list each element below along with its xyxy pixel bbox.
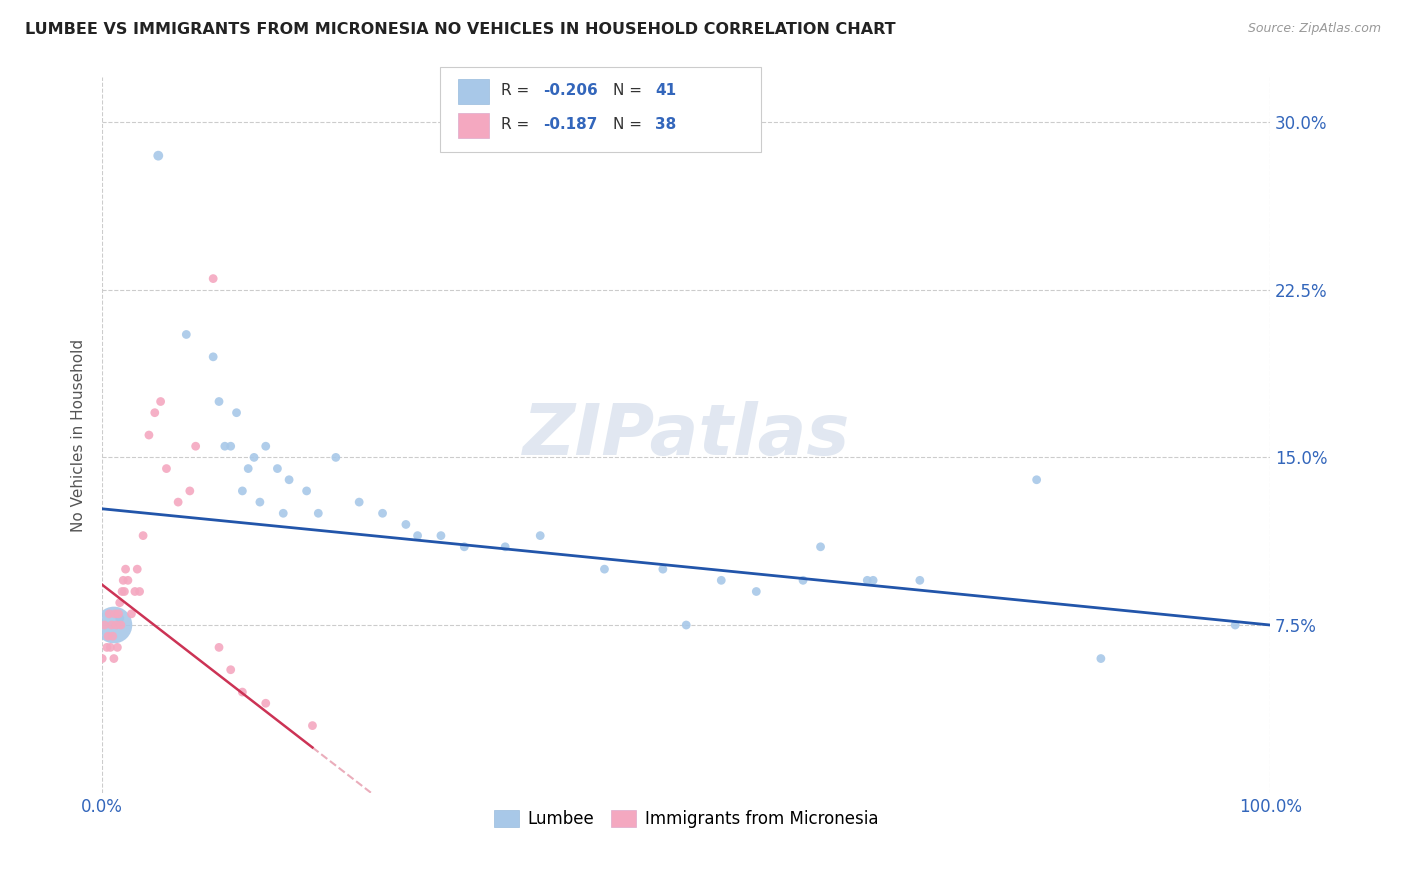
Text: Source: ZipAtlas.com: Source: ZipAtlas.com [1247,22,1381,36]
Point [266,461,288,475]
Point [249,495,271,509]
Legend: Lumbee, Immigrants from Micronesia: Lumbee, Immigrants from Micronesia [488,803,884,834]
Point [184,439,207,453]
Point [347,495,370,509]
Point [93,618,115,632]
Point [108,611,131,625]
Point [792,574,814,588]
Text: -0.206: -0.206 [543,84,598,98]
Point [810,540,832,554]
Point [103,618,125,632]
Text: R =: R = [501,84,534,98]
Point [149,394,172,409]
Point [529,528,551,542]
Point [406,528,429,542]
Point [325,450,347,465]
Point [127,562,149,576]
Point [710,574,733,588]
Point [132,528,155,542]
Point [155,461,177,475]
Point [219,439,242,453]
Point [104,607,127,621]
Text: -0.187: -0.187 [543,118,598,132]
Point [105,618,128,632]
Point [278,473,301,487]
Point [214,439,236,453]
Point [91,651,114,665]
Y-axis label: No Vehicles in Household: No Vehicles in Household [72,338,86,532]
Point [143,406,166,420]
Point [110,618,132,632]
Point [107,607,129,621]
Point [745,584,768,599]
Point [593,562,616,576]
Point [494,540,516,554]
Point [100,618,122,632]
Point [98,607,121,621]
Point [124,584,146,599]
Point [675,618,697,632]
Point [307,506,329,520]
Point [97,629,120,643]
Point [254,696,277,710]
Point [371,506,394,520]
Point [271,506,294,520]
Point [112,584,135,599]
Point [101,629,124,643]
Point [219,663,242,677]
Point [225,406,247,420]
Text: N =: N = [613,118,647,132]
Point [231,685,253,699]
Point [100,640,122,655]
Point [856,574,879,588]
Point [254,439,277,453]
Point [117,574,139,588]
Text: ZIPatlas: ZIPatlas [523,401,849,469]
Text: R =: R = [501,118,534,132]
Point [108,596,131,610]
Point [651,562,673,576]
Point [862,574,884,588]
Point [238,461,260,475]
Point [208,394,231,409]
Point [112,574,135,588]
Text: LUMBEE VS IMMIGRANTS FROM MICRONESIA NO VEHICLES IN HOUSEHOLD CORRELATION CHART: LUMBEE VS IMMIGRANTS FROM MICRONESIA NO … [25,22,896,37]
Point [111,584,134,599]
Point [231,483,253,498]
Point [103,651,125,665]
Point [120,607,142,621]
Text: N =: N = [613,84,647,98]
Point [301,718,323,732]
Text: 38: 38 [655,118,676,132]
Point [114,562,136,576]
Text: 41: 41 [655,84,676,98]
Point [430,528,453,542]
Point [243,450,266,465]
Point [179,483,201,498]
Point [138,428,160,442]
Point [105,640,128,655]
Point [908,574,931,588]
Point [1225,618,1247,632]
Point [395,517,418,532]
Point [176,327,198,342]
Point [148,149,170,163]
Point [295,483,318,498]
Point [202,271,225,285]
Point [1025,473,1047,487]
Point [128,584,150,599]
Point [1090,651,1112,665]
Point [96,640,118,655]
Point [202,350,225,364]
Point [208,640,231,655]
Point [453,540,475,554]
Point [167,495,190,509]
